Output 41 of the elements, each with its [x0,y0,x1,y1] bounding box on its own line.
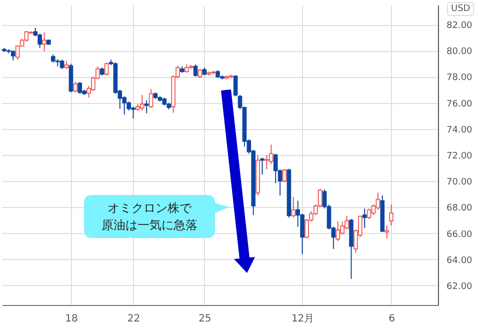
candlestick [193,64,198,78]
candlestick [42,32,46,52]
y-tick-label: 64.00 [446,256,473,266]
y-tick-label: 70.00 [446,178,473,188]
y-tick-label: 68.00 [446,204,473,214]
y-tick-label: 80.00 [446,47,473,58]
x-tick-label: 18 [65,314,78,324]
candlestick [389,204,394,226]
x-tick-label: 12月 [291,314,314,324]
candlestick [282,168,287,183]
y-axis-title: USD [447,2,474,16]
candlestick [73,81,78,93]
candlestick [198,68,202,79]
candlestick [384,224,389,239]
candlestick [78,81,82,94]
x-tick-label: 25 [198,314,212,324]
candlestick [60,59,64,70]
candlestick [260,157,264,176]
annotation: 原油は一気に急落 [102,218,198,232]
y-tick-label: 72.00 [446,152,473,162]
y-tick-label: 74.00 [446,125,473,136]
candlestick [24,30,29,42]
candlestick [104,62,109,76]
candlestick [233,74,238,97]
candlestick [10,50,16,61]
candlestick [144,100,149,114]
candlestick [362,208,367,229]
y-tick-label: 78.00 [446,73,473,84]
candlestick [336,221,340,242]
candlestick [366,208,372,220]
candlestick [148,88,154,109]
y-tick-label: 76.00 [446,99,473,110]
candlestick [140,94,144,112]
y-tick-label: 82.00 [446,21,473,32]
annotation: オミクロン株で [108,201,192,215]
y-tick-label: 62.00 [446,282,473,292]
y-tick-label: 66.00 [446,230,473,240]
candlestick [376,192,380,210]
x-tick-label: 6 [388,314,395,324]
x-tick-label: 22 [127,314,140,324]
candlestick [291,196,296,218]
